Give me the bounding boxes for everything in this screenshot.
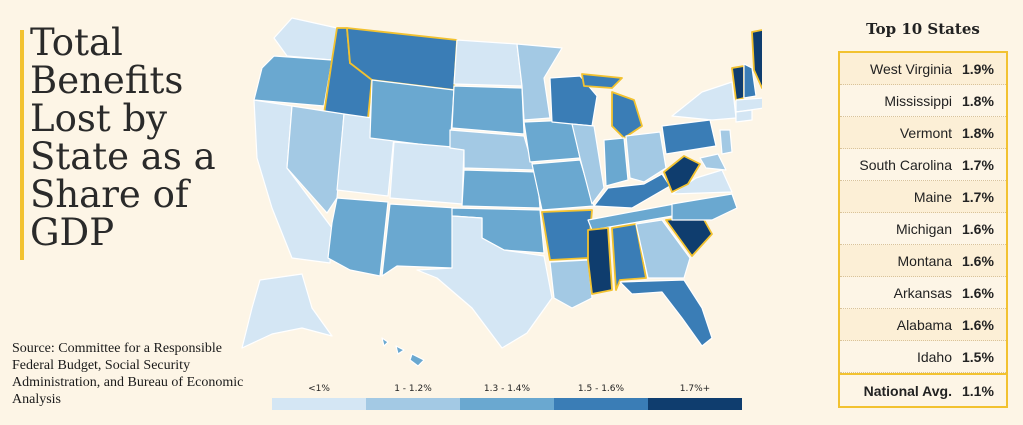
state-name: Idaho — [916, 348, 952, 365]
state-ohio — [625, 131, 667, 183]
state-north-dakota — [453, 39, 523, 87]
state-georgia — [635, 219, 691, 279]
table-row: Michigan 1.6% — [840, 213, 1006, 245]
state-new-hampshire — [743, 63, 757, 99]
state-wyoming — [369, 79, 455, 149]
state-illinois — [571, 123, 605, 205]
state-value: 1.6% — [962, 284, 994, 301]
state-alaska — [241, 273, 333, 349]
state-value: 1.7% — [962, 156, 994, 173]
table-row: Mississippi 1.8% — [840, 85, 1006, 117]
state-massachusetts — [735, 97, 762, 113]
state-value: 1.6% — [962, 220, 994, 237]
state-new-york — [671, 81, 737, 121]
state-name: South Carolina — [859, 156, 952, 173]
state-new-mexico — [381, 203, 458, 277]
table-row: Arkansas 1.6% — [840, 277, 1006, 309]
legend-label-3: 1.3 - 1.4% — [483, 384, 531, 394]
state-name: Michigan — [895, 220, 952, 237]
state-name: Maine — [913, 188, 952, 205]
legend-swatch-4 — [554, 398, 648, 410]
legend-swatch-2 — [366, 398, 460, 410]
state-nevada — [286, 105, 345, 214]
state-hawaii — [381, 337, 425, 367]
state-maine — [751, 29, 762, 89]
legend-swatch-1 — [272, 398, 366, 410]
state-florida — [619, 279, 713, 347]
legend-label-1: <1% — [308, 384, 330, 394]
state-connecticut — [735, 109, 753, 123]
state-value: 1.6% — [962, 252, 994, 269]
state-michigan — [581, 73, 643, 139]
state-value: 1.8% — [962, 124, 994, 141]
state-name: Arkansas — [893, 284, 952, 301]
state-pennsylvania — [661, 119, 717, 155]
state-name: National Avg. — [863, 382, 952, 399]
us-map — [241, 17, 762, 367]
state-maryland — [699, 153, 727, 171]
state-nebraska — [449, 129, 535, 171]
state-name: Mississippi — [884, 92, 952, 109]
state-colorado — [389, 141, 465, 205]
state-minnesota — [516, 43, 563, 121]
map-legend: <1% 1 - 1.2% 1.3 - 1.4% 1.5 - 1.6% 1.7%+ — [272, 384, 742, 410]
state-value: 1.5% — [962, 348, 994, 365]
state-north-carolina — [671, 193, 738, 221]
legend-swatch-3 — [460, 398, 554, 410]
table-row: Vermont 1.8% — [840, 117, 1006, 149]
table-row: South Carolina 1.7% — [840, 149, 1006, 181]
table-row: West Virginia 1.9% — [840, 53, 1006, 85]
legend-label-2: 1 - 1.2% — [394, 384, 432, 394]
state-arizona — [327, 197, 389, 277]
state-iowa — [523, 119, 581, 163]
national-average-row: National Avg. 1.1% — [840, 373, 1006, 406]
table-row: Maine 1.7% — [840, 181, 1006, 213]
state-kentucky — [593, 173, 671, 209]
table-row: Montana 1.6% — [840, 245, 1006, 277]
state-oregon — [253, 55, 333, 107]
legend-swatch-5 — [648, 398, 742, 410]
state-name: Montana — [897, 252, 952, 269]
state-name: Alabama — [896, 316, 952, 333]
title-accent-bar — [20, 30, 24, 260]
state-wisconsin — [549, 75, 598, 127]
state-value: 1.7% — [962, 188, 994, 205]
state-value: 1.1% — [962, 382, 994, 399]
state-value: 1.9% — [962, 60, 994, 77]
state-new-jersey — [719, 129, 733, 155]
source-note: Source: Committee for a Responsible Fede… — [12, 341, 244, 407]
state-west-virginia — [663, 155, 701, 193]
table-row: Idaho 1.5% — [840, 341, 1006, 373]
state-kansas — [461, 169, 541, 209]
map-title: Total Benefits Lost by State as a Share … — [30, 21, 216, 254]
state-alabama — [611, 223, 647, 291]
state-mississippi — [587, 227, 613, 295]
top-states-table: West Virginia 1.9% Mississippi 1.8% Vermon… — [838, 51, 1008, 408]
state-value: 1.6% — [962, 316, 994, 333]
state-south-dakota — [451, 85, 525, 135]
state-arkansas — [541, 209, 593, 261]
state-indiana — [603, 137, 629, 187]
state-washington — [273, 17, 338, 61]
legend-label-4: 1.5 - 1.6% — [577, 384, 625, 394]
table-row: Alabama 1.6% — [840, 309, 1006, 341]
state-name: Vermont — [899, 124, 952, 141]
legend-label-5: 1.7%+ — [679, 384, 711, 394]
state-louisiana — [549, 259, 593, 309]
state-name: West Virginia — [870, 60, 952, 77]
state-texas — [416, 215, 553, 349]
state-value: 1.8% — [962, 92, 994, 109]
top-states-title: Top 10 States — [866, 20, 980, 38]
